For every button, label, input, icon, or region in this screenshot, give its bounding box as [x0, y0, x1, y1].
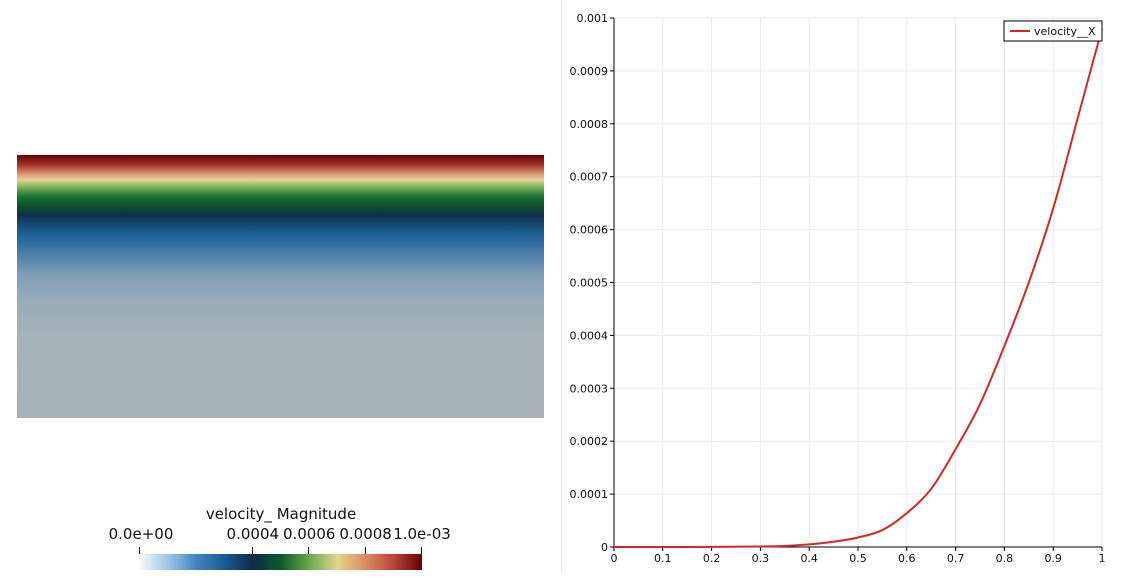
colorbar-title: velocity_ Magnitude: [205, 505, 357, 523]
x-tick-label: 0.2: [703, 552, 721, 565]
y-tick-label: 0.0007: [570, 171, 609, 184]
chart-series: [613, 28, 1103, 549]
x-tick-label: 0.4: [800, 552, 818, 565]
legend-box: [1003, 20, 1103, 42]
y-tick-label: 0.0005: [570, 277, 609, 290]
chart-legend: velocity__X: [1003, 20, 1103, 42]
y-tick-label: 0.0003: [570, 382, 609, 395]
line-chart-view[interactable]: 0 0.1 0.2 0.3 0.4 0.5 0.6 0.7 0.8 0.9 1 0 0.0001 0.00…: [562, 0, 1123, 574]
x-tick-label: 1: [1099, 552, 1106, 565]
colorbar-label: 0.0008: [339, 525, 392, 543]
chart-grid: [614, 17, 1103, 547]
colorbar-tick: [421, 547, 422, 554]
series-line-velocity__X: [613, 28, 1103, 549]
x-tick-label: 0.8: [996, 552, 1014, 565]
x-tick-label: 0.5: [849, 552, 867, 565]
y-tick-label: 0.0006: [570, 224, 609, 237]
y-tick-label: 0.0002: [570, 435, 609, 448]
render-view[interactable]: velocity_ Magnitude 0.0e+00 0.0004 0.000…: [0, 0, 560, 574]
y-tick-label: 0.0001: [570, 488, 609, 501]
x-tick-label: 0.1: [654, 552, 672, 565]
line-chart: 0 0.1 0.2 0.3 0.4 0.5 0.6 0.7 0.8 0.9 1 0 0.0001 0.00…: [570, 12, 1106, 565]
colorbar-label: 0.0004: [226, 525, 280, 543]
y-tick-label: 0.001: [577, 12, 609, 25]
x-tick-label: 0.7: [947, 552, 965, 565]
colorbar-label: 0.0006: [282, 525, 336, 543]
y-tick-label: 0: [601, 541, 608, 554]
colorbar-tick: [139, 547, 140, 554]
colorbar-tick: [365, 547, 366, 554]
x-tick-label: 0.3: [752, 552, 770, 565]
y-tick-label: 0.0008: [570, 118, 609, 131]
colorbar-tick: [308, 547, 309, 554]
y-tick-label: 0.0004: [570, 329, 609, 342]
y-tick-label: 0.0009: [570, 65, 609, 78]
chart-ticks: 0 0.1 0.2 0.3 0.4 0.5 0.6 0.7 0.8 0.9 1 0 0.0001 0.00…: [570, 12, 1106, 565]
colorbar-label-min: 0.0e+00: [108, 525, 174, 543]
legend-label: velocity__X: [1034, 25, 1096, 38]
colorbar-tick: [252, 547, 253, 554]
x-tick-label: 0: [611, 552, 618, 565]
x-tick-label: 0.6: [898, 552, 916, 565]
x-tick-label: 0.9: [1044, 552, 1062, 565]
colorbar-label-max: 1.0e-03: [393, 525, 451, 543]
velocity-magnitude-field: [17, 155, 544, 418]
colorbar: [140, 554, 422, 570]
view-divider: [561, 0, 562, 574]
